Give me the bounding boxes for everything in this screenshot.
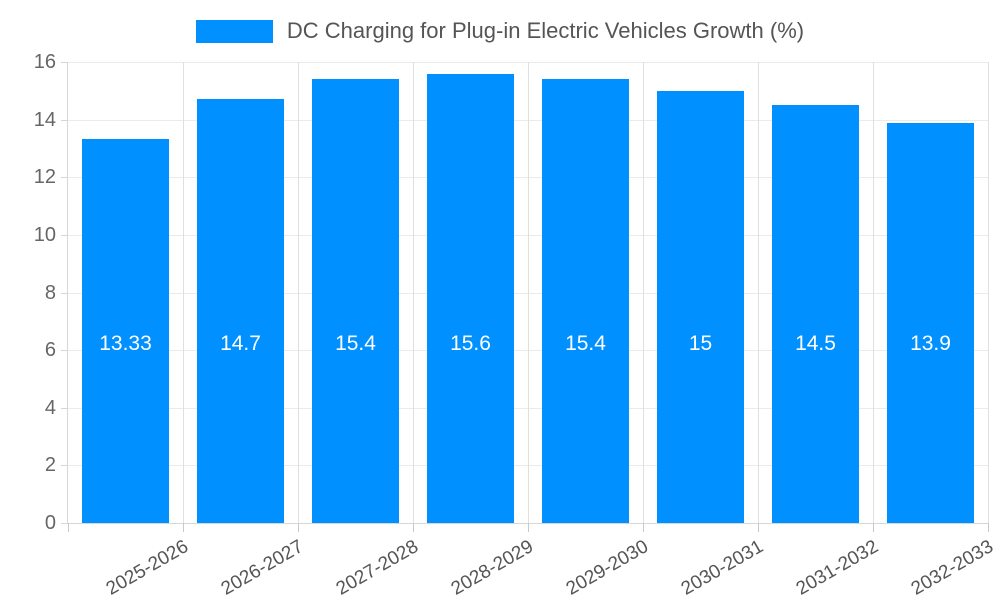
bar-value-label: 15.4 <box>335 332 376 355</box>
gridline-x-8 <box>988 62 989 523</box>
x-tick-mark <box>68 523 69 532</box>
y-tick-label: 2 <box>44 454 56 477</box>
y-tick-mark <box>61 177 68 179</box>
y-tick-label: 6 <box>44 339 56 362</box>
x-tick-label: 2027-2028 <box>332 536 422 600</box>
y-tick-label: 8 <box>44 281 56 304</box>
y-tick-label: 12 <box>33 166 56 189</box>
x-tick-mark <box>873 523 874 532</box>
x-tick-label: 2032-2033 <box>907 536 997 600</box>
y-tick-label: 4 <box>44 396 56 419</box>
bar-value-label: 15.6 <box>450 332 491 355</box>
bar-value-label: 13.33 <box>99 332 152 355</box>
x-tick-mark <box>988 523 989 532</box>
x-tick-mark <box>298 523 299 532</box>
chart-legend: DC Charging for Plug-in Electric Vehicle… <box>0 14 1000 48</box>
gridline-x-1 <box>183 62 184 523</box>
bar[interactable]: 15.6 <box>427 73 514 523</box>
gridline-x-5 <box>643 62 644 523</box>
x-tick-label: 2030-2031 <box>677 536 767 600</box>
y-tick-mark <box>61 292 68 294</box>
gridline-x-7 <box>873 62 874 523</box>
bar[interactable]: 14.7 <box>197 99 284 523</box>
x-tick-label: 2031-2032 <box>792 536 882 600</box>
x-tick-mark <box>413 523 414 532</box>
y-tick-label: 16 <box>33 51 56 73</box>
y-tick-label: 10 <box>33 223 56 246</box>
gridline-x-2 <box>298 62 299 523</box>
bar[interactable]: 15.4 <box>542 79 629 523</box>
gridline-x-6 <box>758 62 759 523</box>
bar[interactable]: 15 <box>657 90 744 523</box>
legend-swatch-icon[interactable] <box>195 19 273 43</box>
y-tick-mark <box>61 523 68 524</box>
bar[interactable]: 13.33 <box>82 138 169 523</box>
gridline-x-4 <box>528 62 529 523</box>
x-tick-label: 2026-2027 <box>217 536 307 600</box>
y-tick-mark <box>61 350 68 352</box>
gridline-x-3 <box>413 62 414 523</box>
x-tick-label: 2028-2029 <box>447 536 537 600</box>
y-tick-mark <box>61 62 68 63</box>
y-tick-label: 0 <box>44 512 56 534</box>
x-tick-mark <box>758 523 759 532</box>
bar-value-label: 14.7 <box>220 332 261 355</box>
bar-value-label: 14.5 <box>795 332 836 355</box>
x-tick-mark <box>183 523 184 532</box>
bar[interactable]: 14.5 <box>772 105 859 523</box>
plot-area: 13.33 14.7 15.4 15.6 15.4 15 14.5 13.9 <box>67 62 989 524</box>
bar-value-label: 15 <box>688 332 713 355</box>
y-tick-mark <box>61 465 68 467</box>
x-tick-mark <box>528 523 529 532</box>
bar-value-label: 13.9 <box>910 332 951 355</box>
bar-value-label: 15.4 <box>565 332 606 355</box>
bar[interactable]: 15.4 <box>312 79 399 523</box>
y-tick-mark <box>61 234 68 236</box>
x-tick-label: 2029-2030 <box>562 536 652 600</box>
y-tick-mark <box>61 407 68 409</box>
bar[interactable]: 13.9 <box>887 122 974 523</box>
y-tick-mark <box>61 119 68 121</box>
x-tick-label: 2025-2026 <box>102 536 192 600</box>
y-tick-label: 14 <box>33 108 56 131</box>
legend-label[interactable]: DC Charging for Plug-in Electric Vehicle… <box>286 18 805 43</box>
x-tick-mark <box>643 523 644 532</box>
